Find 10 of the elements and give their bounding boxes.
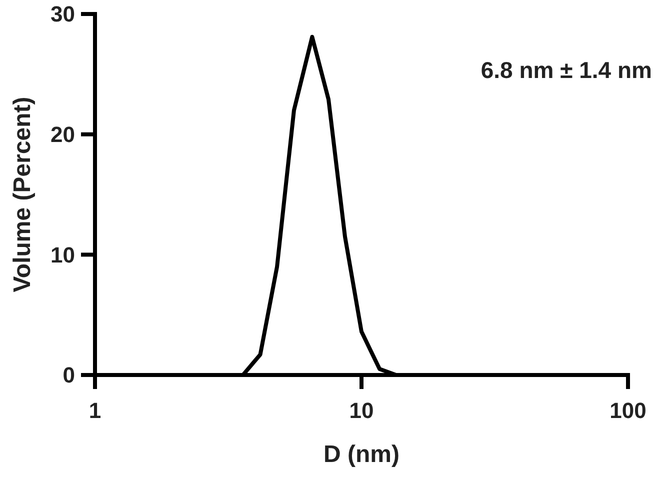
annotation: 6.8 nm ± 1.4 nm — [480, 57, 652, 83]
y-tick-label: 10 — [50, 242, 75, 268]
x-tick-label: 1 — [88, 398, 102, 423]
x-tick-label: 10 — [349, 398, 374, 423]
y-axis-title: Volume (Percent) — [9, 96, 36, 292]
y-tick-label: 30 — [50, 2, 75, 27]
y-tick-label: 20 — [50, 122, 75, 148]
y-tick-label: 0 — [62, 362, 75, 388]
x-tick-label: 100 — [610, 398, 646, 423]
x-axis-title: D (nm) — [324, 441, 400, 468]
